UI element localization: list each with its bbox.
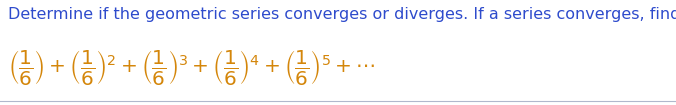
Text: $\left(\dfrac{1}{6}\right) + \left(\dfrac{1}{6}\right)^{2} + \left(\dfrac{1}{6}\: $\left(\dfrac{1}{6}\right) + \left(\dfra… <box>8 48 375 87</box>
Text: Determine if the geometric series converges or diverges. If a series converges, : Determine if the geometric series conver… <box>8 7 676 22</box>
